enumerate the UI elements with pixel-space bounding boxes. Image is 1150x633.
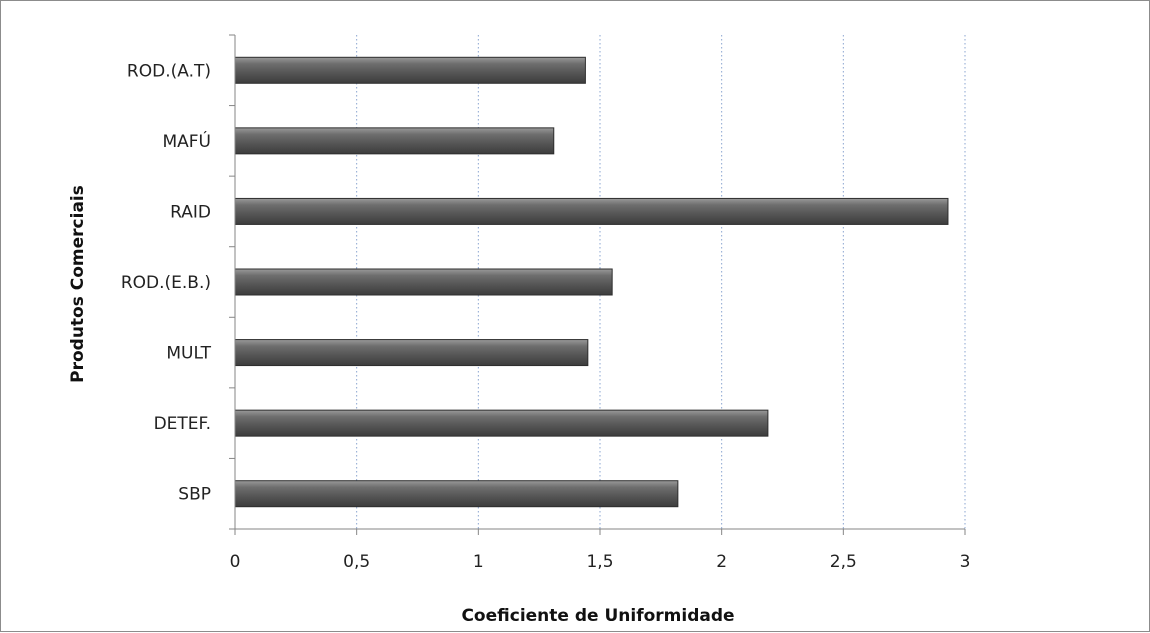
axes	[229, 34, 966, 535]
tick-labels: SBP DETEF. MULT ROD.(E.B.) RAID MAFÚ ROD.(A.T)…	[121, 61, 971, 572]
y-axis-title: Produtos Comerciais	[68, 185, 88, 383]
x-tick-label: 0	[230, 552, 241, 572]
y-tick-label: ROD.(E.B.)	[121, 273, 211, 293]
bar	[234, 197, 949, 225]
bar	[234, 127, 555, 155]
x-tick-label: 1,5	[586, 552, 613, 572]
bar	[234, 268, 613, 296]
x-tick-label: 2	[716, 552, 727, 572]
x-tick-label: 3	[960, 552, 971, 572]
y-tick-label: ROD.(A.T)	[127, 61, 211, 81]
bar	[234, 409, 769, 437]
bar	[234, 339, 589, 367]
bar	[234, 480, 679, 508]
y-tick-label: DETEF.	[154, 414, 211, 434]
y-tick-label: MULT	[166, 344, 211, 364]
x-tick-label: 1	[473, 552, 484, 572]
y-tick-label: SBP	[178, 485, 211, 505]
x-tick-label: 2,5	[830, 552, 857, 572]
bar	[234, 56, 586, 84]
x-tick-label: 0,5	[343, 552, 370, 572]
x-axis-title: Coeficiente de Uniformidade	[461, 606, 734, 626]
y-tick-label: MAFÚ	[162, 130, 211, 152]
y-tick-label: RAID	[170, 202, 211, 222]
bars	[234, 56, 949, 508]
